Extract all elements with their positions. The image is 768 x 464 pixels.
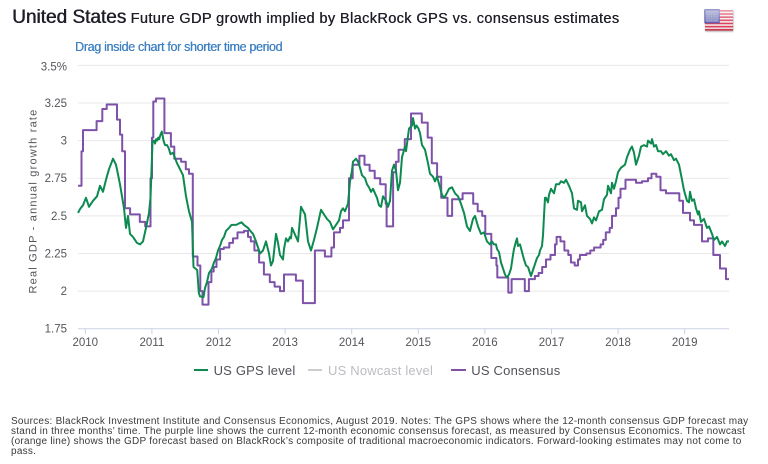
svg-text:3.25: 3.25	[45, 98, 67, 110]
svg-text:3: 3	[61, 136, 67, 148]
svg-text:2015: 2015	[406, 337, 432, 349]
svg-text:2011: 2011	[140, 337, 165, 349]
svg-text:2012: 2012	[206, 337, 232, 349]
svg-text:2018: 2018	[605, 337, 631, 349]
svg-text:2.5: 2.5	[51, 211, 67, 223]
svg-text:2.25: 2.25	[45, 249, 67, 261]
svg-text:1.75: 1.75	[45, 324, 67, 336]
svg-text:2017: 2017	[539, 337, 565, 349]
svg-text:2.75: 2.75	[45, 173, 67, 185]
svg-text:2: 2	[61, 286, 67, 298]
svg-text:2010: 2010	[73, 337, 99, 349]
svg-text:3.5%: 3.5%	[41, 61, 67, 73]
svg-text:Real GDP - annual growth rate: Real GDP - annual growth rate	[27, 108, 39, 293]
svg-text:2014: 2014	[339, 337, 365, 349]
svg-text:2013: 2013	[272, 337, 298, 349]
svg-text:2016: 2016	[472, 337, 498, 349]
svg-text:2019: 2019	[672, 337, 698, 349]
